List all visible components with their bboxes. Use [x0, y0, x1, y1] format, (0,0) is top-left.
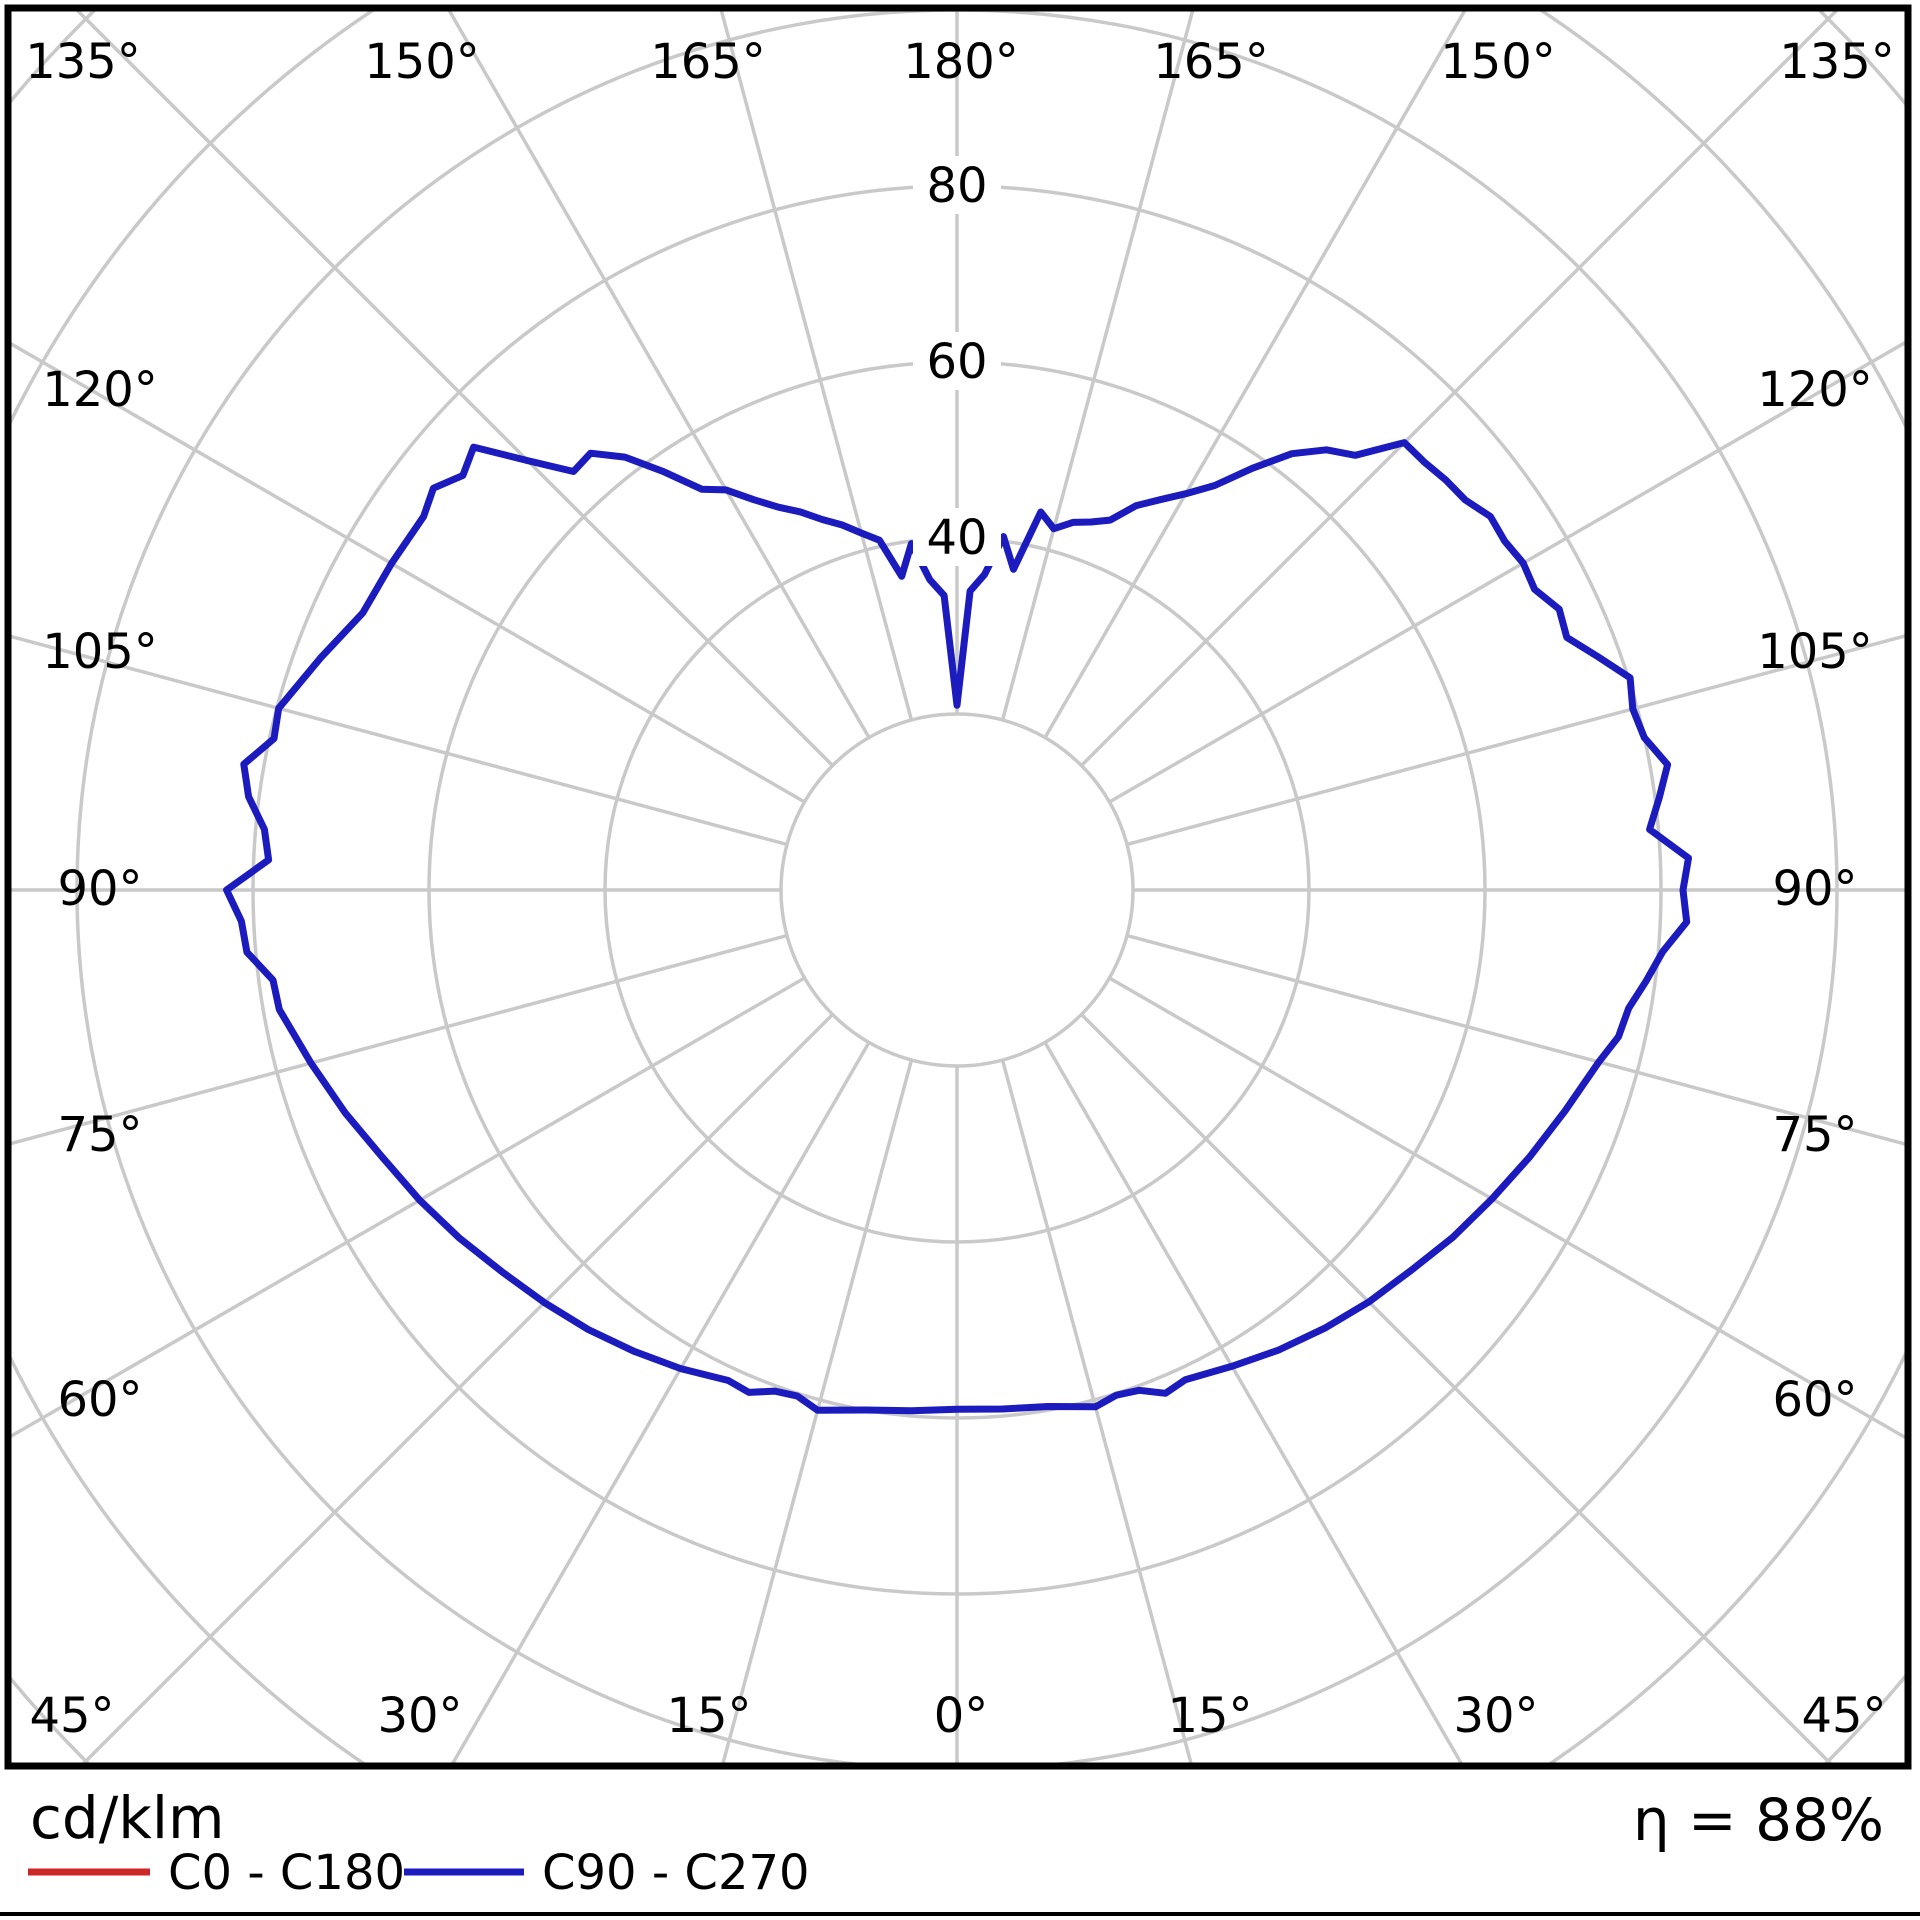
grid-ray-240: [8, 340, 806, 804]
curve-c90-c270: [223, 439, 1692, 1415]
grid-ray-255: [8, 633, 788, 847]
angle-label-left-2: 90°: [57, 861, 142, 917]
grid-ray-120: [1108, 338, 1908, 804]
angle-label-right-0: 120°: [1757, 362, 1873, 418]
angle-label-bottom-0: 45°: [29, 1688, 114, 1744]
grid-ray-165: [1000, 8, 1196, 721]
angle-label-top-1: 150°: [364, 34, 480, 90]
grid-ray-330: [449, 1041, 871, 1766]
grid-ray-315: [78, 1013, 834, 1766]
angle-label-right-2: 90°: [1772, 861, 1857, 917]
angle-label-top-3: 180°: [903, 34, 1019, 90]
angle-label-bottom-2: 15°: [666, 1688, 751, 1744]
angle-label-bottom-5: 30°: [1453, 1688, 1538, 1744]
radial-tick-label-40: 40: [926, 510, 987, 566]
radial-tick-label-80: 80: [926, 158, 987, 214]
angle-label-bottom-6: 45°: [1801, 1688, 1886, 1744]
grid-ray-75: [1126, 933, 1908, 1147]
angle-label-top-4: 165°: [1153, 34, 1269, 90]
angle-label-right-3: 75°: [1772, 1107, 1857, 1163]
grid-ray-150: [1043, 8, 1469, 739]
angle-label-top-0: 135°: [25, 34, 141, 90]
grid-ray-210: [445, 8, 871, 739]
grid-ray-285: [8, 933, 788, 1147]
legend-label-1: C90 - C270: [542, 1845, 810, 1901]
angle-label-top-6: 135°: [1779, 34, 1895, 90]
unit-label: cd/klm: [30, 1784, 224, 1852]
radial-label-mask-40: [913, 508, 1001, 566]
radial-label-mask-60: [913, 332, 1001, 390]
plot-border: [4, 4, 1912, 1770]
grid-circle-20: [779, 712, 1135, 1068]
legend-label-0: C0 - C180: [168, 1845, 405, 1901]
angle-label-top-5: 150°: [1440, 34, 1556, 90]
grid-ray-30: [1043, 1041, 1465, 1766]
angle-label-right-4: 60°: [1772, 1372, 1857, 1428]
grid-ray-60: [1108, 976, 1908, 1442]
efficiency-value: η = 88%: [1633, 1786, 1884, 1854]
grid-ray-45: [1080, 1013, 1836, 1766]
angle-label-left-3: 75°: [57, 1107, 142, 1163]
grid-ray-225: [72, 8, 834, 767]
radial-tick-label-60: 60: [926, 334, 987, 390]
angle-label-bottom-4: 15°: [1167, 1688, 1252, 1744]
grid-ray-135: [1080, 8, 1842, 767]
angle-label-left-1: 105°: [42, 624, 158, 680]
angle-label-right-1: 105°: [1757, 624, 1873, 680]
grid-ray-345: [720, 1059, 914, 1766]
angle-label-left-0: 120°: [42, 362, 158, 418]
angle-label-bottom-1: 30°: [377, 1688, 462, 1744]
grid-ray-15: [1000, 1059, 1194, 1766]
angle-label-bottom-3: 0°: [934, 1688, 989, 1744]
grid-ray-300: [8, 976, 806, 1440]
radial-label-mask-80: [913, 156, 1001, 214]
angle-label-top-2: 165°: [650, 34, 766, 90]
grid-ray-105: [1126, 633, 1908, 847]
angle-label-left-4: 60°: [57, 1372, 142, 1428]
grid-ray-195: [718, 8, 914, 721]
